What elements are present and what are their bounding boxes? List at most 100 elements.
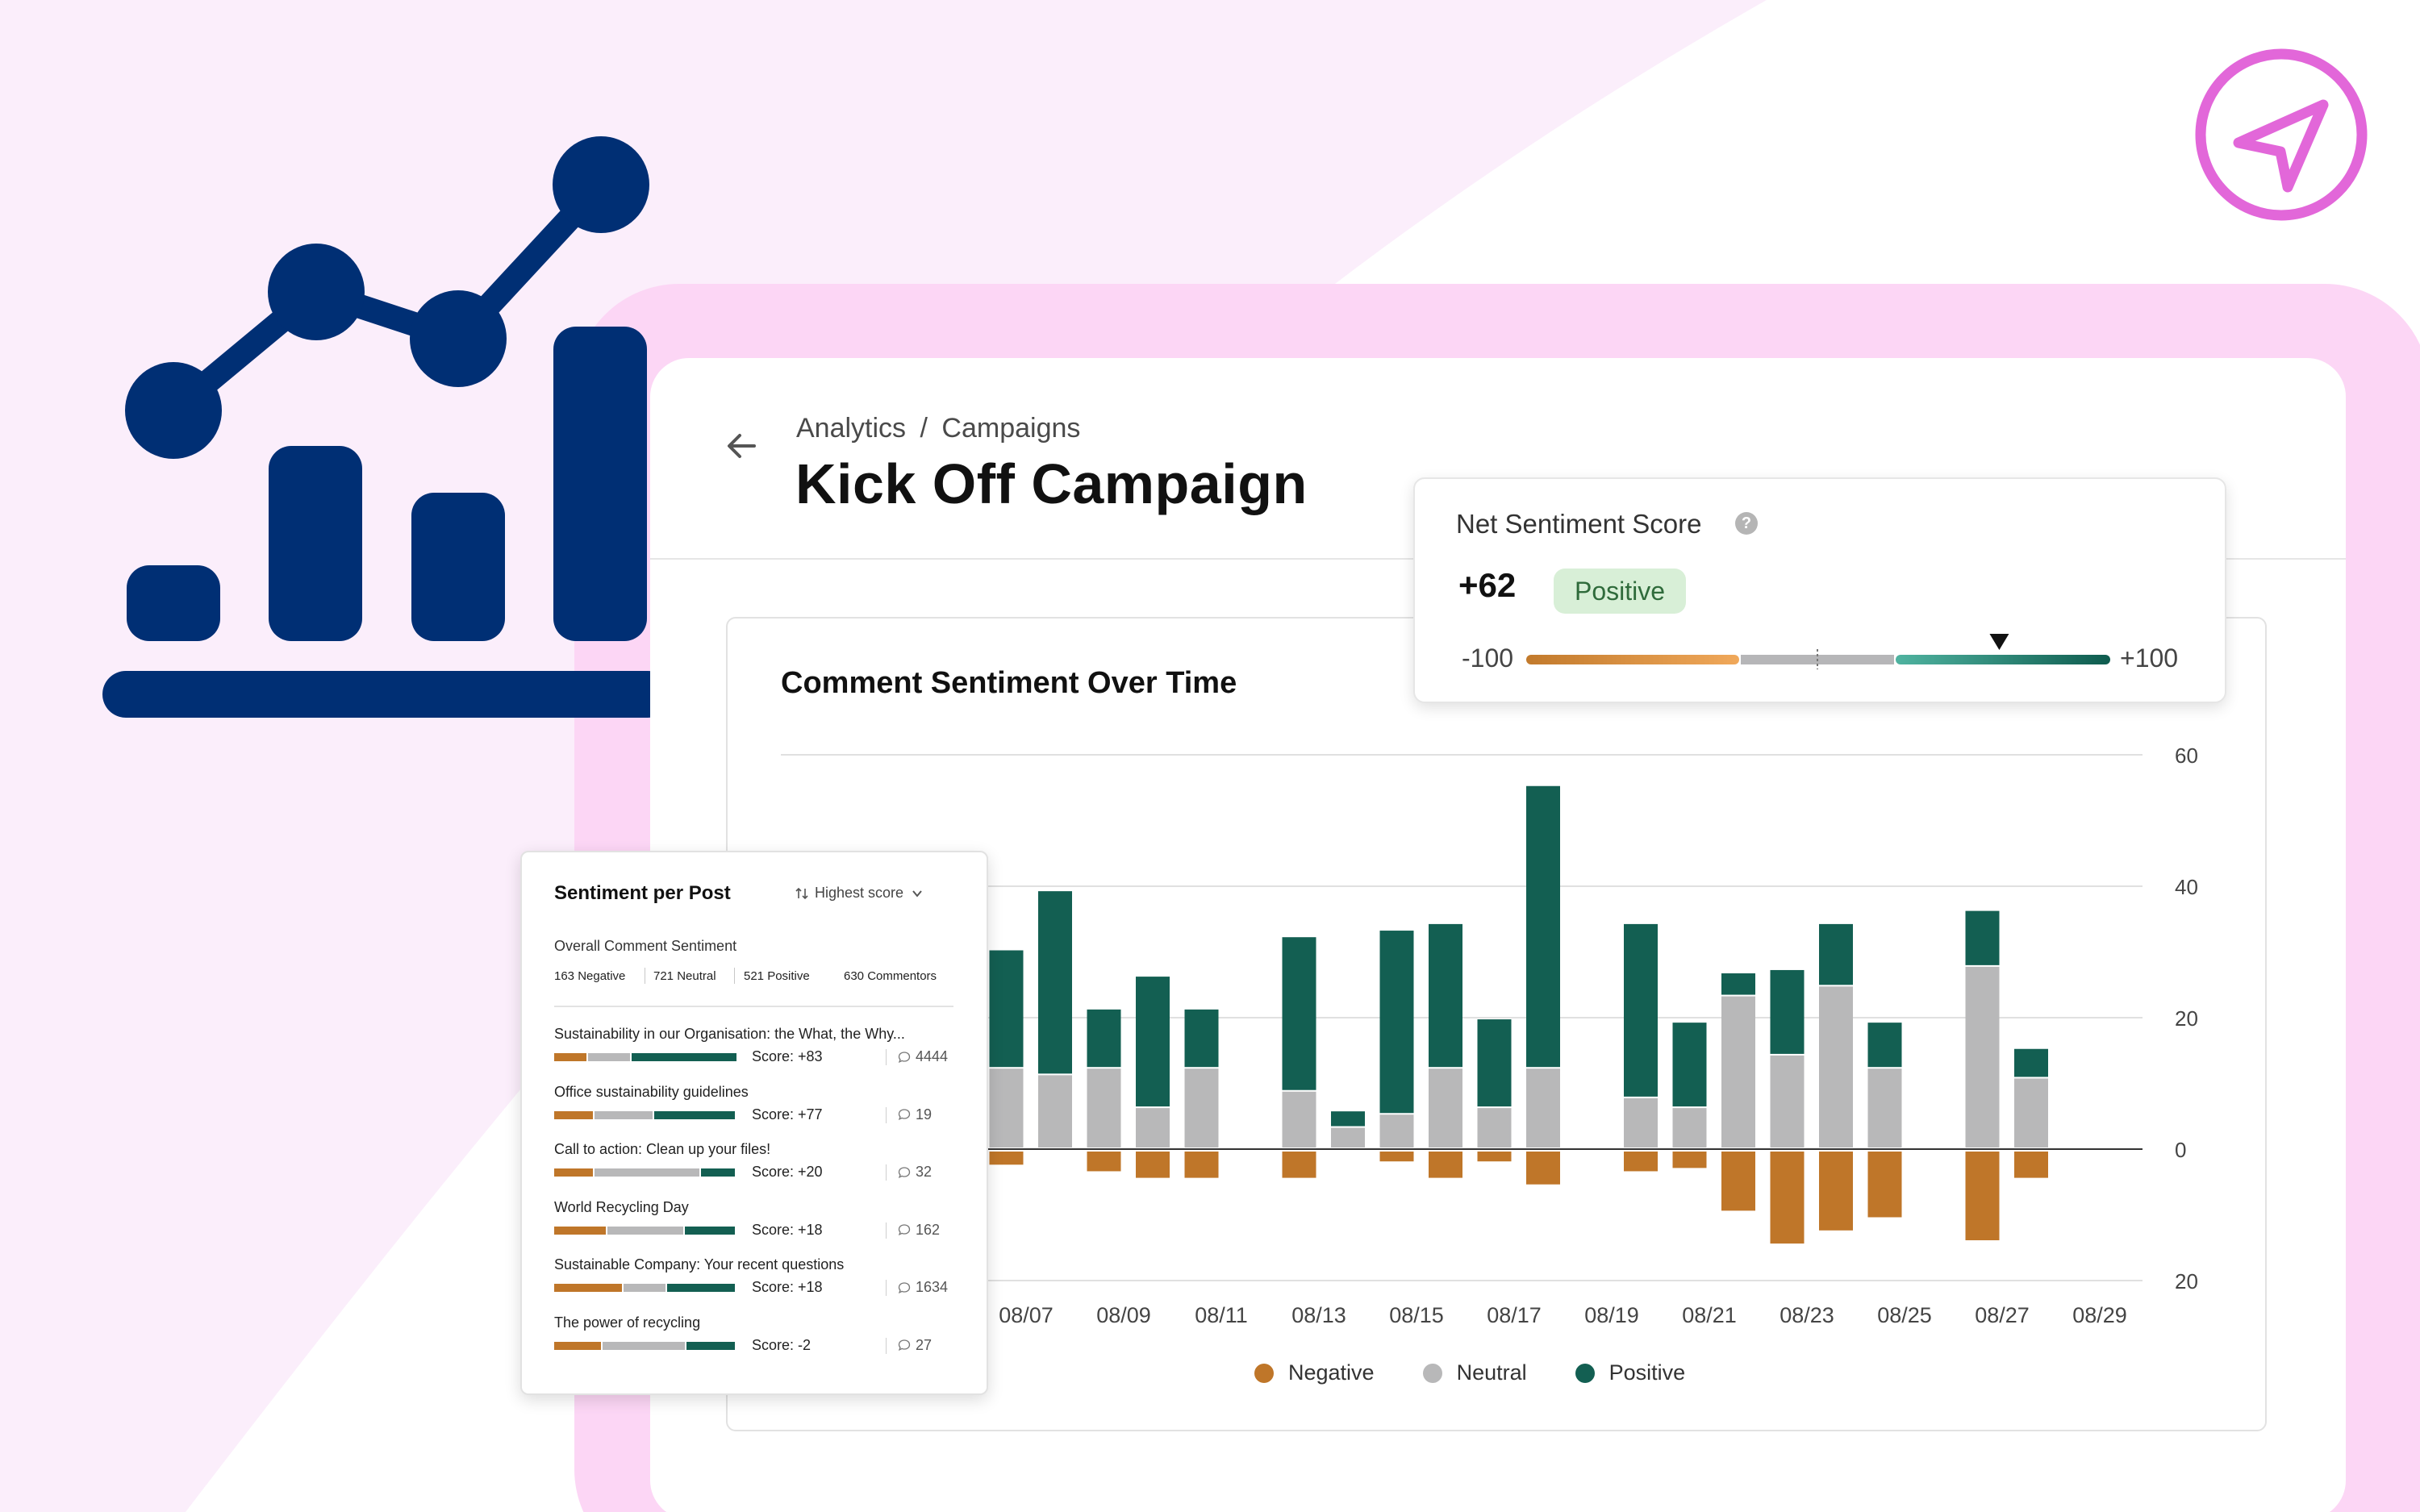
sort-icon	[795, 887, 808, 899]
bar-neutral[interactable]	[989, 1068, 1024, 1148]
post-title[interactable]: Sustainable Company: Your recent questio…	[554, 1256, 845, 1272]
bar-positive[interactable]	[1379, 931, 1414, 1114]
breadcrumb-campaigns[interactable]: Campaigns	[941, 413, 1081, 444]
bar-positive[interactable]	[1282, 937, 1316, 1090]
overall-sentiment-label: Overall Comment Sentiment	[554, 938, 737, 954]
comment-icon	[898, 1281, 911, 1293]
post-title[interactable]: Call to action: Clean up your files!	[554, 1141, 771, 1157]
post-sentiment-bar	[554, 1226, 735, 1235]
bar-segment-neg	[554, 1168, 593, 1177]
bar-positive[interactable]	[1672, 1023, 1707, 1107]
legend-item-neutral[interactable]: Neutral	[1422, 1360, 1527, 1385]
bar-negative[interactable]	[1379, 1152, 1414, 1162]
bar-neutral[interactable]	[2014, 1078, 2048, 1148]
bar-positive[interactable]	[1624, 923, 1658, 1097]
post-score: Score: +18	[752, 1221, 823, 1238]
legend-item-negative[interactable]: Negative	[1254, 1360, 1375, 1385]
sentiment-per-post-panel	[520, 851, 988, 1395]
arrow-left-icon[interactable]	[724, 427, 761, 464]
post-score: Score: +18	[752, 1279, 823, 1295]
bar-segment-pos	[654, 1110, 735, 1119]
bar-negative[interactable]	[1282, 1152, 1316, 1178]
bar-positive[interactable]	[1867, 1023, 1902, 1068]
bar-positive[interactable]	[1038, 891, 1072, 1074]
breadcrumb-analytics[interactable]: Analytics	[796, 413, 907, 444]
bar-negative[interactable]	[1965, 1152, 2000, 1241]
bar-positive[interactable]	[1819, 923, 1853, 985]
bar-positive[interactable]	[1477, 1019, 1512, 1107]
bar-neutral[interactable]	[1429, 1068, 1462, 1148]
post-score: Score: +20	[752, 1164, 823, 1180]
bar-neutral[interactable]	[1136, 1108, 1170, 1148]
bar-positive[interactable]	[1184, 1009, 1219, 1068]
bar-negative[interactable]	[1770, 1152, 1805, 1244]
gauge-marker	[1989, 634, 2009, 650]
y-tick-label: 0	[2175, 1138, 2186, 1162]
bar-neutral[interactable]	[1965, 966, 2000, 1148]
bar-neutral[interactable]	[1184, 1068, 1219, 1148]
bar-negative[interactable]	[1087, 1152, 1121, 1172]
bar-negative[interactable]	[1672, 1152, 1707, 1168]
bar-neutral[interactable]	[1819, 986, 1853, 1148]
post-separator	[886, 1280, 887, 1296]
post-sentiment-bar	[554, 1053, 736, 1061]
bar-negative[interactable]	[1721, 1152, 1755, 1211]
bar-positive[interactable]	[1429, 923, 1462, 1068]
legend-item-positive[interactable]: Positive	[1575, 1360, 1686, 1385]
bar-negative[interactable]	[989, 1152, 1024, 1165]
net-sentiment-card	[1413, 477, 2226, 703]
bar-positive[interactable]	[1136, 977, 1170, 1107]
bar-segment-neu	[595, 1168, 699, 1177]
bar-positive[interactable]	[1965, 910, 2000, 965]
bar-neutral[interactable]	[1672, 1108, 1707, 1148]
bar-negative[interactable]	[1819, 1152, 1853, 1231]
bar-segment-neg	[554, 1341, 601, 1350]
spp-divider	[554, 1006, 953, 1007]
bar-neutral[interactable]	[1282, 1091, 1316, 1148]
post-comment-count: 1634	[898, 1279, 948, 1296]
bar-negative[interactable]	[1136, 1152, 1170, 1178]
bar-negative[interactable]	[1477, 1152, 1512, 1162]
bar-neutral[interactable]	[1038, 1075, 1072, 1148]
bar-neutral[interactable]	[1379, 1114, 1414, 1148]
sort-dropdown[interactable]: Highest score	[795, 885, 924, 902]
bar-neutral[interactable]	[1867, 1068, 1902, 1148]
bar-positive[interactable]	[1770, 969, 1805, 1054]
post-title[interactable]: World Recycling Day	[554, 1198, 689, 1215]
comment-count-value: 27	[916, 1336, 933, 1353]
bar-negative[interactable]	[1624, 1152, 1658, 1172]
bar-neutral[interactable]	[1331, 1127, 1365, 1148]
bar-segment-neu	[603, 1341, 685, 1350]
bar-neutral[interactable]	[1624, 1098, 1658, 1148]
bar-positive[interactable]	[1526, 785, 1560, 1068]
help-icon[interactable]: ?	[1735, 512, 1758, 535]
bar-neutral[interactable]	[1526, 1068, 1560, 1148]
bar-neutral[interactable]	[1721, 996, 1755, 1148]
comment-icon	[898, 1051, 911, 1063]
legend-label: Positive	[1608, 1360, 1686, 1385]
bar-neutral[interactable]	[1087, 1068, 1121, 1148]
post-title[interactable]: Sustainability in our Organisation: the …	[554, 1026, 905, 1042]
bar-negative[interactable]	[1429, 1152, 1462, 1178]
x-tick-label: 08/27	[1975, 1303, 2030, 1327]
bar-positive[interactable]	[2014, 1048, 2048, 1077]
x-tick-label: 08/19	[1584, 1303, 1639, 1327]
post-title[interactable]: Office sustainability guidelines	[554, 1083, 749, 1100]
analytics-chart-icon	[102, 136, 671, 718]
bar-neutral[interactable]	[1770, 1055, 1805, 1148]
bar-positive[interactable]	[989, 950, 1024, 1068]
bar-segment-pos	[667, 1284, 735, 1292]
bar-negative[interactable]	[2014, 1152, 2048, 1178]
bar-neutral[interactable]	[1477, 1108, 1512, 1148]
gauge-positive-segment	[1896, 655, 2110, 664]
post-separator	[886, 1164, 887, 1181]
bar-positive[interactable]	[1331, 1111, 1365, 1127]
x-tick-label: 08/07	[999, 1303, 1054, 1327]
bar-negative[interactable]	[1867, 1152, 1902, 1218]
post-title[interactable]: The power of recycling	[554, 1314, 701, 1331]
bar-positive[interactable]	[1721, 973, 1755, 995]
bar-negative[interactable]	[1526, 1152, 1560, 1185]
bar-positive[interactable]	[1087, 1009, 1121, 1068]
bar-negative[interactable]	[1184, 1152, 1219, 1178]
